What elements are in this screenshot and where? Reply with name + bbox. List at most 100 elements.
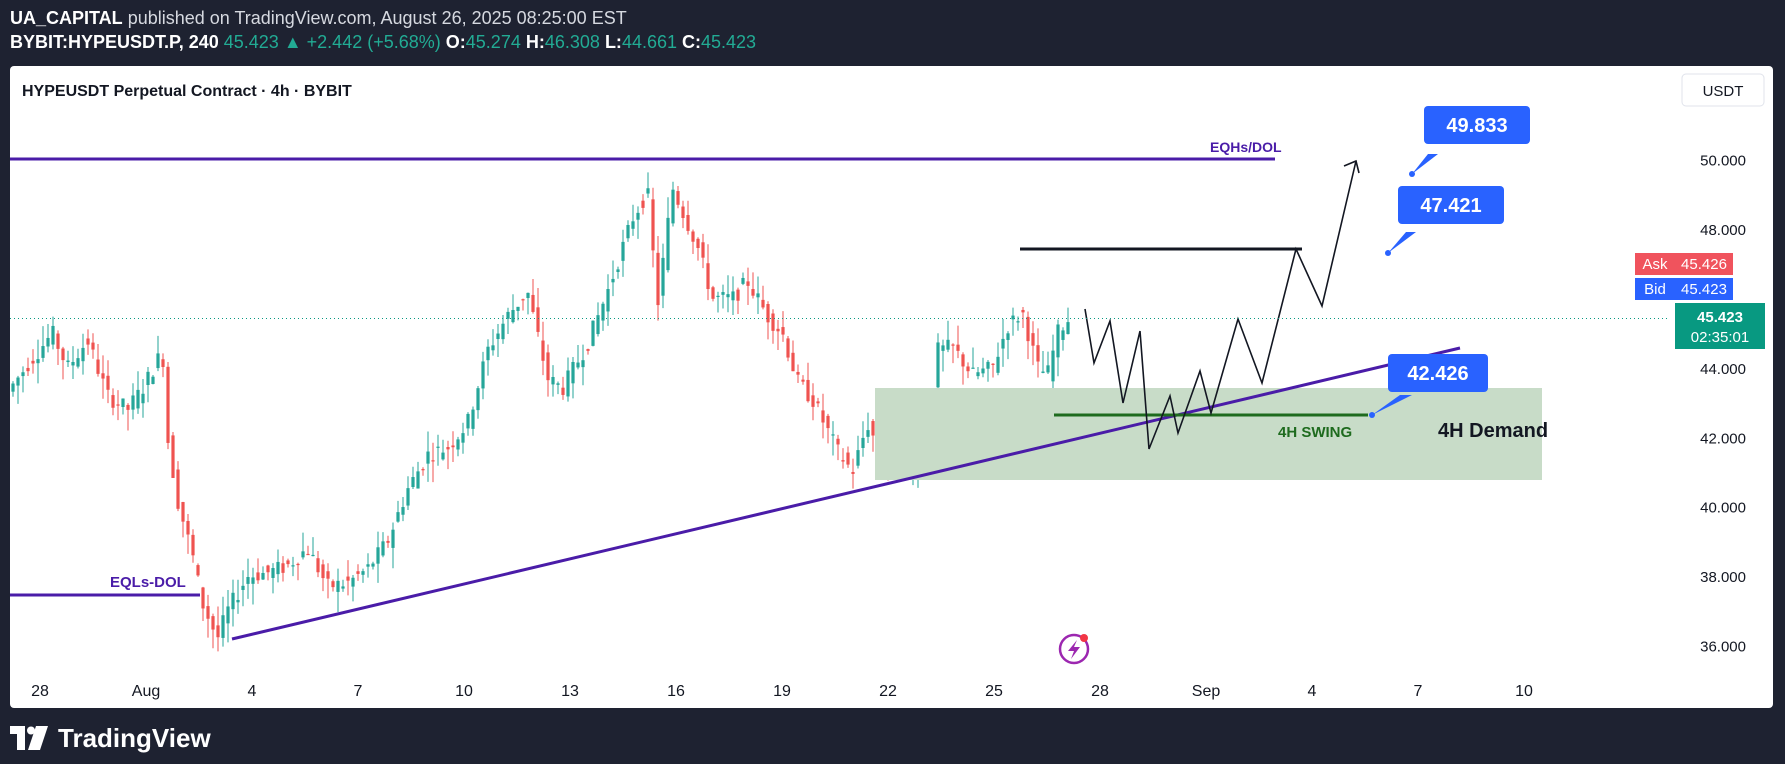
ask-tag-value: 45.426 [1681,256,1727,273]
callout-49833[interactable]: 49.833 [1409,106,1530,177]
chart-title: HYPEUSDT Perpetual Contract · 4h · BYBIT [22,83,352,100]
currency-button[interactable]: USDT [1682,74,1764,106]
last-price-tag: 45.423 02:35:01 [1675,303,1765,349]
candle-body [771,314,774,331]
ask-tag-label: Ask [1642,256,1668,273]
lightning-icon-bolt [1068,640,1080,659]
candle-body [366,564,369,566]
swing-label: 4H SWING [1278,424,1352,441]
candle-body [721,292,724,295]
close-label: C: [682,32,701,52]
candle-body [201,587,204,608]
candle-body [126,405,129,410]
candle-body [16,378,19,386]
candle-body [1021,310,1024,312]
callout-42426-anchor [1369,412,1375,418]
candle-body [161,359,164,367]
candle-body [671,190,674,224]
candle-body [346,577,349,581]
candle-body [936,342,939,387]
candle-body [246,577,249,584]
candle-body [541,341,544,361]
candle-body [1041,372,1044,373]
low-label: L: [605,32,622,52]
candle-body [451,445,454,447]
callout-47421-pointer [1388,232,1416,253]
candle-body [1031,333,1034,346]
candle-body [71,362,74,365]
bid-tag: Bid 45.423 [1635,278,1733,300]
callout-47421-text: 47.421 [1420,195,1481,217]
candle-body [676,191,679,205]
publish-header: UA_CAPITAL published on TradingView.com,… [10,6,756,54]
y-axis[interactable]: 50.000 48.000 44.000 42.000 40.000 38.000 36.0… [1700,153,1746,656]
candle-body [481,361,484,388]
candle-body [996,357,999,373]
candle-body [101,373,104,378]
candle-body [196,565,199,575]
candle-body [816,401,819,403]
candle-body [376,547,379,563]
bid-tag-value: 45.423 [1681,281,1727,298]
candle-body [301,551,304,557]
candle-body [941,345,944,350]
candle-body [461,433,464,443]
publish-info: published on TradingView.com, August 26,… [128,8,627,28]
candle-body [106,376,109,390]
candle-body [431,460,434,461]
price-chart[interactable]: 4H Demand EQHs/DOL EQLs-DOL 4H SWING 49.… [10,66,1773,708]
x-tick-label: 10 [1515,683,1533,700]
candle-body [681,207,684,218]
candle-body [606,289,609,311]
y-tick-label: 38.000 [1700,569,1746,586]
candle-body [186,521,189,535]
eqh-label: EQHs/DOL [1210,139,1282,155]
candle-body [546,352,549,380]
x-tick-label: 28 [1091,683,1109,700]
candle-body [1026,317,1029,341]
candle-body [51,326,54,345]
last-price-tag-value: 45.423 [1697,309,1743,326]
callout-49833-text: 49.833 [1446,115,1507,137]
open-value: 45.274 [466,32,521,52]
author-name[interactable]: UA_CAPITAL [10,8,123,28]
candle-body [576,363,579,368]
candle-body [166,367,169,443]
chart-pane[interactable]: 4H Demand EQHs/DOL EQLs-DOL 4H SWING 49.… [10,66,1773,708]
candle-body [956,345,959,351]
close-value: 45.423 [701,32,756,52]
high-label: H: [526,32,545,52]
callout-49833-anchor [1409,171,1415,177]
trendline[interactable] [232,348,1460,639]
candle-body [276,562,279,574]
callout-47421[interactable]: 47.421 [1385,186,1504,256]
candle-body [686,215,689,231]
tradingview-footer[interactable]: TradingView [10,722,211,754]
candle-body [716,296,719,297]
candle-body [946,340,949,350]
candle-body [91,343,94,350]
candle-body [556,383,559,384]
candle-body [551,377,554,384]
candle-body [1051,351,1054,382]
change-value: ▲ +2.442 (+5.68%) [284,32,441,52]
candle-body [966,366,969,371]
candle-body [11,384,14,392]
candle-body [631,221,634,228]
candle-body [821,410,824,422]
candle-body [471,410,474,429]
candle-body [986,362,989,369]
candle-body [251,577,254,583]
candle-body [171,435,174,478]
lightning-icon[interactable] [1060,634,1088,663]
candle-body [256,572,259,580]
candle-body [801,380,804,382]
candle-body [266,565,269,572]
candle-body [156,353,159,368]
candle-body [241,586,244,590]
candle-body [826,416,829,428]
candle-body [626,225,629,238]
x-axis[interactable]: 28 Aug 4 7 10 13 16 19 22 25 28 Sep 4 7 10 [31,683,1533,700]
candle-body [646,188,649,193]
y-tick-label: 40.000 [1700,500,1746,517]
